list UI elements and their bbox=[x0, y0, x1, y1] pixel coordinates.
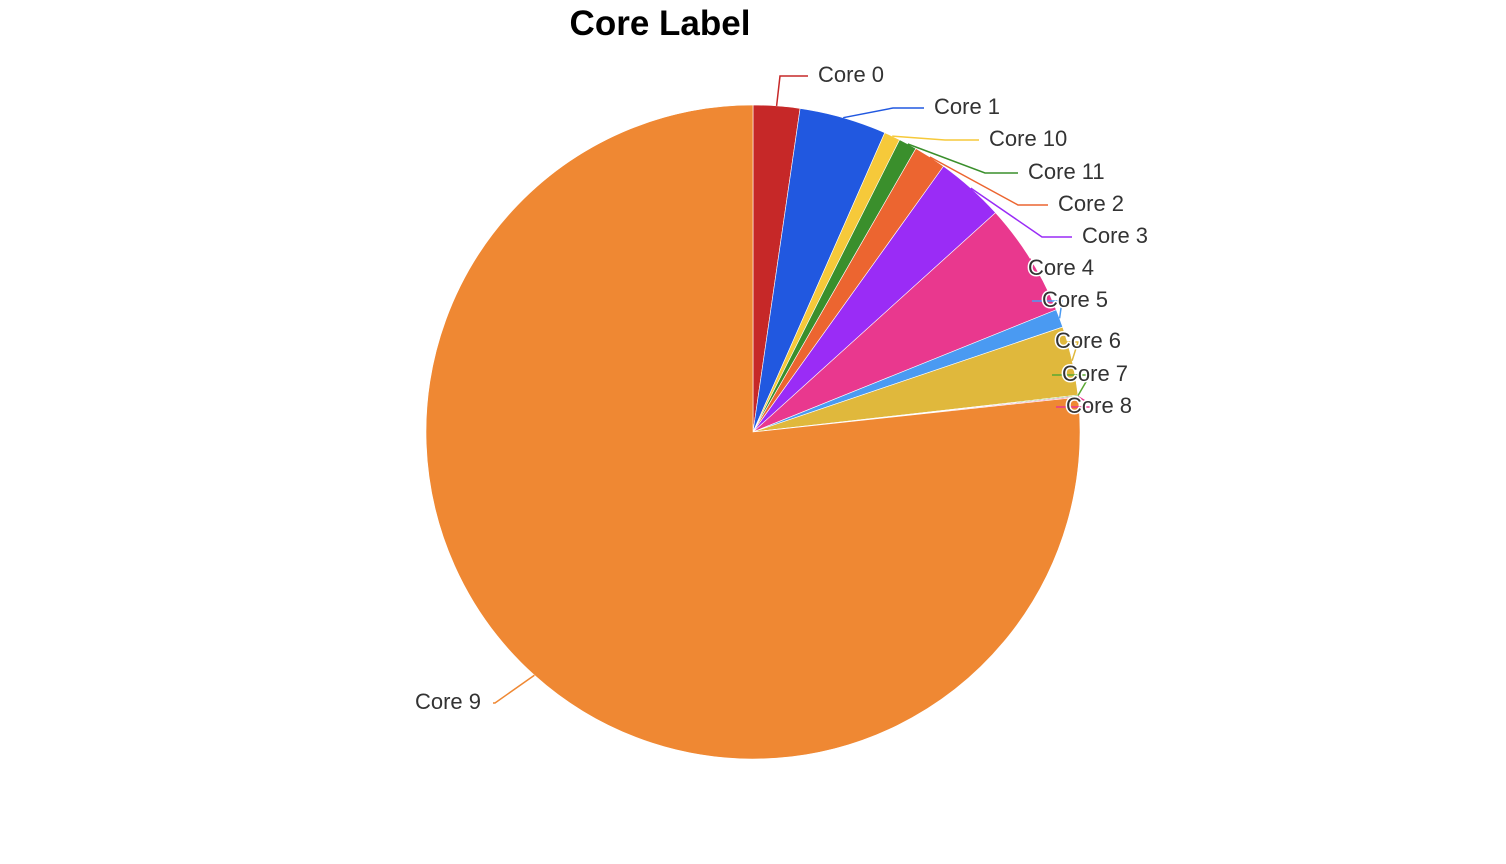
leader-lines bbox=[493, 75, 1098, 704]
slice-label-core-11: Core 11 bbox=[1028, 159, 1105, 184]
leader-line-core-8 bbox=[1056, 395, 1098, 408]
leader-line-core-10 bbox=[892, 135, 979, 141]
slice-label-core-9: Core 9 bbox=[415, 689, 481, 714]
leader-line-core-2 bbox=[929, 156, 1048, 206]
pie-slices bbox=[425, 104, 1081, 760]
leader-line-core-0 bbox=[775, 75, 808, 106]
slice-label-core-10: Core 10 bbox=[989, 126, 1067, 151]
slice-label-core-2: Core 2 bbox=[1058, 191, 1124, 216]
slice-label-core-3: Core 3 bbox=[1082, 223, 1148, 248]
slice-label-core-7: Core 7 bbox=[1062, 361, 1128, 386]
leader-line-core-4 bbox=[1018, 258, 1031, 270]
leader-line-core-9 bbox=[493, 674, 535, 704]
leader-line-core-11 bbox=[907, 143, 1018, 174]
leader-line-core-3 bbox=[970, 187, 1072, 238]
chart-title: Core Label bbox=[569, 4, 751, 43]
pie-slice-core-9 bbox=[425, 104, 1081, 760]
slice-label-core-5: Core 5 bbox=[1042, 287, 1108, 312]
slice-label-core-0: Core 0 bbox=[818, 62, 884, 87]
leader-line-core-6 bbox=[1045, 341, 1080, 361]
slice-label-core-1: Core 1 bbox=[934, 94, 1000, 119]
slice-labels: Core 0 Core 1 Core 10 Core 11 Core 2 Core 3 Co… bbox=[413, 60, 1149, 715]
slice-label-core-4: Core 4 bbox=[1028, 255, 1094, 280]
leader-line-core-7 bbox=[1052, 374, 1092, 396]
slice-label-core-6: Core 6 bbox=[1055, 328, 1121, 353]
leader-line-core-1 bbox=[843, 107, 924, 119]
leader-line-core-5 bbox=[1032, 300, 1063, 319]
slice-label-core-8: Core 8 bbox=[1066, 393, 1132, 418]
